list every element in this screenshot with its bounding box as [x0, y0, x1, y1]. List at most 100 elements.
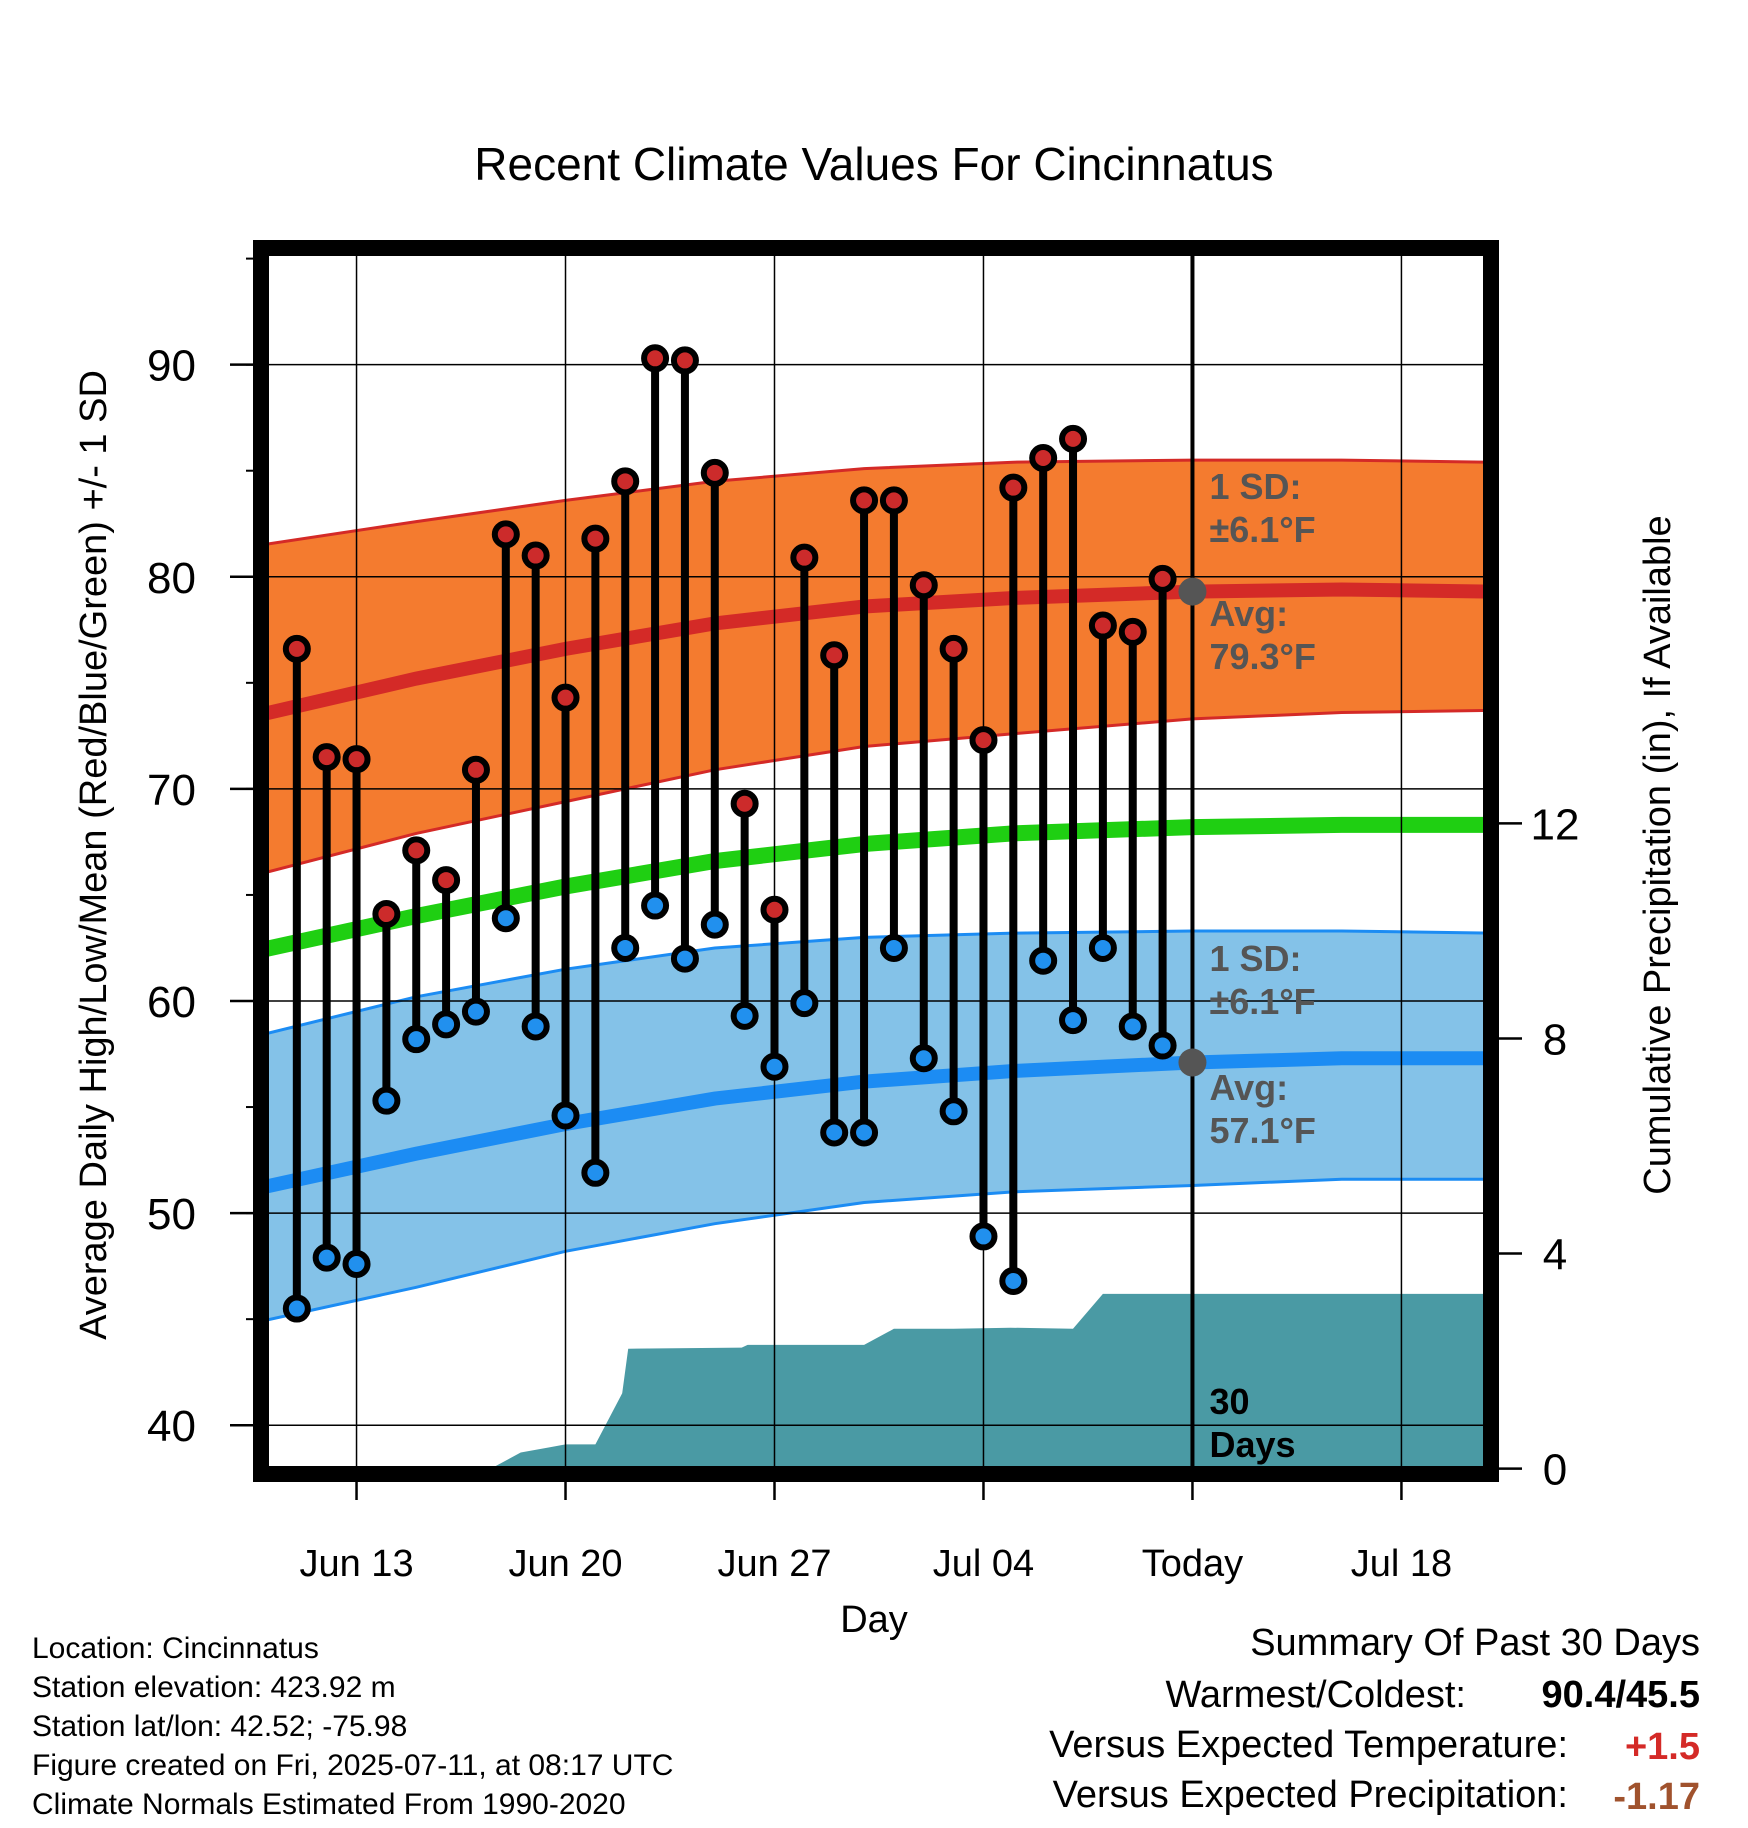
y-axis-label-right: Cumulative Precipitation (in), If Availa…	[1637, 515, 1679, 1194]
window-label-line-0: 30	[1209, 1381, 1249, 1422]
high-temp-point	[432, 866, 461, 895]
low-temp-point	[551, 1101, 580, 1130]
high-temp-point	[372, 900, 401, 929]
high-temp-point	[730, 789, 759, 818]
summary-warmest-value: 90.4/45.5	[1541, 1674, 1700, 1716]
low-sd-label-line-1: ±6.1°F	[1209, 981, 1315, 1022]
low-temp-point	[432, 1010, 461, 1039]
low-temp-point	[850, 1118, 879, 1147]
summary-temp-value: +1.5	[1624, 1726, 1700, 1768]
x-tick-label: Jul 18	[1351, 1543, 1452, 1585]
high-temp-point	[551, 683, 580, 712]
y-left-tick-label: 50	[147, 1190, 196, 1239]
high-temp-point	[581, 524, 610, 553]
x-axis-label: Day	[840, 1599, 908, 1641]
summary-precip-label: Versus Expected Precipitation:	[1052, 1774, 1568, 1816]
low-avg-label-line-0: Avg:	[1209, 1067, 1288, 1108]
high-temp-point	[670, 346, 699, 375]
low-temp-point	[611, 933, 640, 962]
info-normals: Climate Normals Estimated From 1990-2020	[32, 1788, 626, 1821]
low-temp-point	[969, 1222, 998, 1251]
high-avg-label-line-1: 79.3°F	[1209, 636, 1315, 677]
low-sd-band-lower-edge	[261, 1177, 1491, 1323]
y-left-tick-label: 80	[147, 554, 196, 603]
low-temp-point	[790, 989, 819, 1018]
high-temp-point	[939, 634, 968, 663]
low-temp-point	[730, 1001, 759, 1030]
low-avg-label-line-1: 57.1°F	[1209, 1110, 1315, 1151]
summary-precip-value: -1.17	[1613, 1776, 1700, 1818]
low-temp-point	[491, 904, 520, 933]
info-elevation: Station elevation: 423.92 m	[32, 1671, 396, 1704]
low-temp-point	[372, 1086, 401, 1115]
high-temp-point	[700, 458, 729, 487]
x-tick-label: Jul 04	[933, 1543, 1034, 1585]
today-high-avg-marker	[1178, 577, 1207, 606]
low-temp-point	[1088, 933, 1117, 962]
high-temp-point	[491, 520, 520, 549]
low-temp-point	[760, 1052, 789, 1081]
high-avg-label-line-0: Avg:	[1209, 593, 1288, 634]
y-left-tick-label: 60	[147, 978, 196, 1027]
high-temp-point	[879, 486, 908, 515]
high-temp-point	[521, 541, 550, 570]
y-right-tick-label: 4	[1543, 1231, 1567, 1280]
high-temp-point	[342, 745, 371, 774]
y-left-tick-label: 90	[147, 342, 196, 391]
y-right-tick-label: 8	[1543, 1015, 1567, 1064]
window-label-line-1: Days	[1209, 1424, 1295, 1465]
low-temp-point	[641, 891, 670, 920]
high-temp-point	[1118, 617, 1147, 646]
info-latlon: Station lat/lon: 42.52; -75.98	[32, 1710, 408, 1743]
low-temp-point	[1118, 1012, 1147, 1041]
low-temp-point	[402, 1025, 431, 1054]
low-temp-point	[670, 944, 699, 973]
high-sd-label-line-0: 1 SD:	[1209, 466, 1301, 507]
low-temp-point	[700, 910, 729, 939]
low-temp-point	[909, 1044, 938, 1073]
high-sd-label-line-1: ±6.1°F	[1209, 509, 1315, 550]
chart-title: Recent Climate Values For Cincinnatus	[474, 138, 1273, 190]
high-temp-point	[641, 344, 670, 373]
high-temp-point	[1088, 611, 1117, 640]
x-tick-label: Jun 20	[508, 1543, 622, 1585]
low-temp-point	[342, 1250, 371, 1279]
summary-heading: Summary Of Past 30 Days	[1250, 1622, 1700, 1664]
low-temp-point	[461, 997, 490, 1026]
y-left-tick-label: 70	[147, 766, 196, 815]
low-sd-label-line-0: 1 SD:	[1209, 938, 1301, 979]
low-temp-point	[581, 1158, 610, 1187]
high-temp-point	[1059, 424, 1088, 453]
y-right-tick-label: 0	[1543, 1446, 1567, 1495]
high-temp-point	[850, 486, 879, 515]
x-tick-label: Jun 13	[299, 1543, 413, 1585]
high-temp-point	[969, 726, 998, 755]
precip-area	[261, 1293, 1491, 1469]
x-tick-label: Jun 27	[717, 1543, 831, 1585]
high-temp-point	[1148, 564, 1177, 593]
y-axis-label-left: Average Daily High/Low/Mean (Red/Blue/Gr…	[73, 370, 115, 1340]
low-temp-point	[1029, 946, 1058, 975]
high-temp-point	[820, 641, 849, 670]
high-temp-point	[1029, 443, 1058, 472]
today-low-avg-marker	[1178, 1048, 1207, 1077]
low-temp-point	[939, 1097, 968, 1126]
low-temp-point	[820, 1118, 849, 1147]
x-tick-label: Today	[1142, 1543, 1243, 1585]
high-temp-point	[461, 755, 490, 784]
high-sd-band-upper-edge	[261, 458, 1491, 547]
low-temp-point	[282, 1294, 311, 1323]
high-temp-point	[611, 467, 640, 496]
info-location: Location: Cincinnatus	[32, 1632, 319, 1665]
high-temp-point	[999, 473, 1028, 502]
high-temp-point	[909, 571, 938, 600]
low-temp-point	[312, 1243, 341, 1272]
low-temp-point	[521, 1012, 550, 1041]
low-temp-point	[1148, 1031, 1177, 1060]
y-right-tick-label: 12	[1531, 800, 1580, 849]
high-temp-point	[760, 895, 789, 924]
high-temp-point	[790, 543, 819, 572]
low-temp-point	[879, 933, 908, 962]
low-temp-point	[1059, 1006, 1088, 1035]
